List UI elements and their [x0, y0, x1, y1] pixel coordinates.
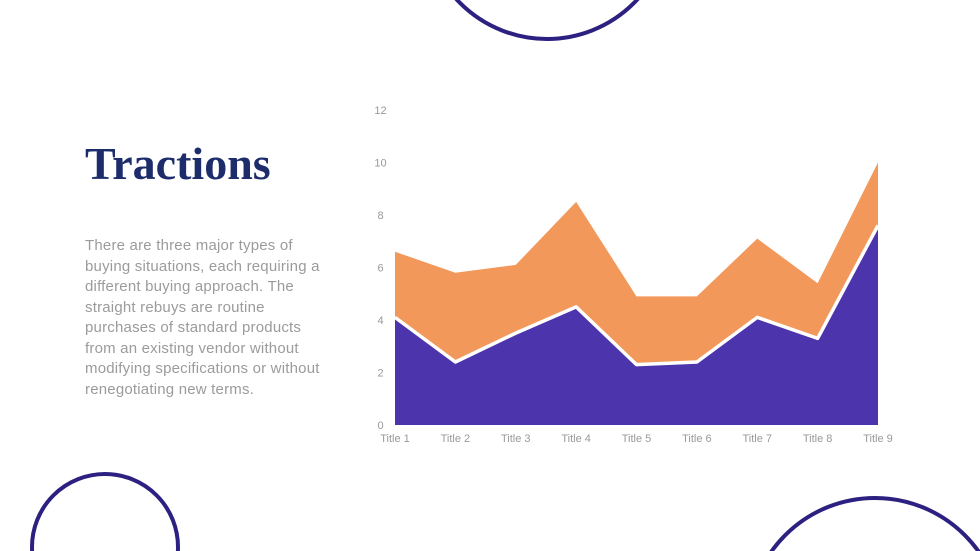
decorative-circle-bottom-right [746, 496, 980, 551]
decorative-circle-bottom-left [30, 472, 180, 551]
x-axis-category-label: Title 1 [380, 433, 410, 445]
y-axis-tick-label: 2 [377, 368, 383, 380]
y-axis-tick-label: 4 [377, 315, 383, 327]
x-axis-category-label: Title 7 [742, 433, 772, 445]
x-axis-category-label: Title 6 [682, 433, 712, 445]
series-divider-line [393, 224, 880, 367]
slide-title: Tractions [85, 138, 271, 189]
x-axis-category-label: Title 4 [561, 433, 591, 445]
x-axis-category-label: Title 3 [501, 433, 531, 445]
decorative-circle-top [422, 0, 672, 41]
area-series-lower [395, 225, 878, 425]
y-axis-tick-label: 6 [377, 263, 383, 275]
x-axis-category-label: Title 9 [863, 433, 893, 445]
x-axis-category-label: Title 2 [441, 433, 471, 445]
y-axis-tick-label: 8 [377, 210, 383, 222]
x-axis-category-label: Title 5 [622, 433, 652, 445]
y-axis-tick-label: 0 [377, 420, 383, 432]
stacked-area-chart: 0 2 4 6 8 10 12 Title 1 Title 2 Title 3 Title 4 Tit… [374, 105, 893, 445]
y-axis-tick-label: 10 [374, 158, 386, 170]
x-axis-category-label: Title 8 [803, 433, 833, 445]
y-axis-tick-label: 12 [374, 105, 386, 117]
slide-paragraph: There are three major types of buying si… [85, 237, 320, 398]
